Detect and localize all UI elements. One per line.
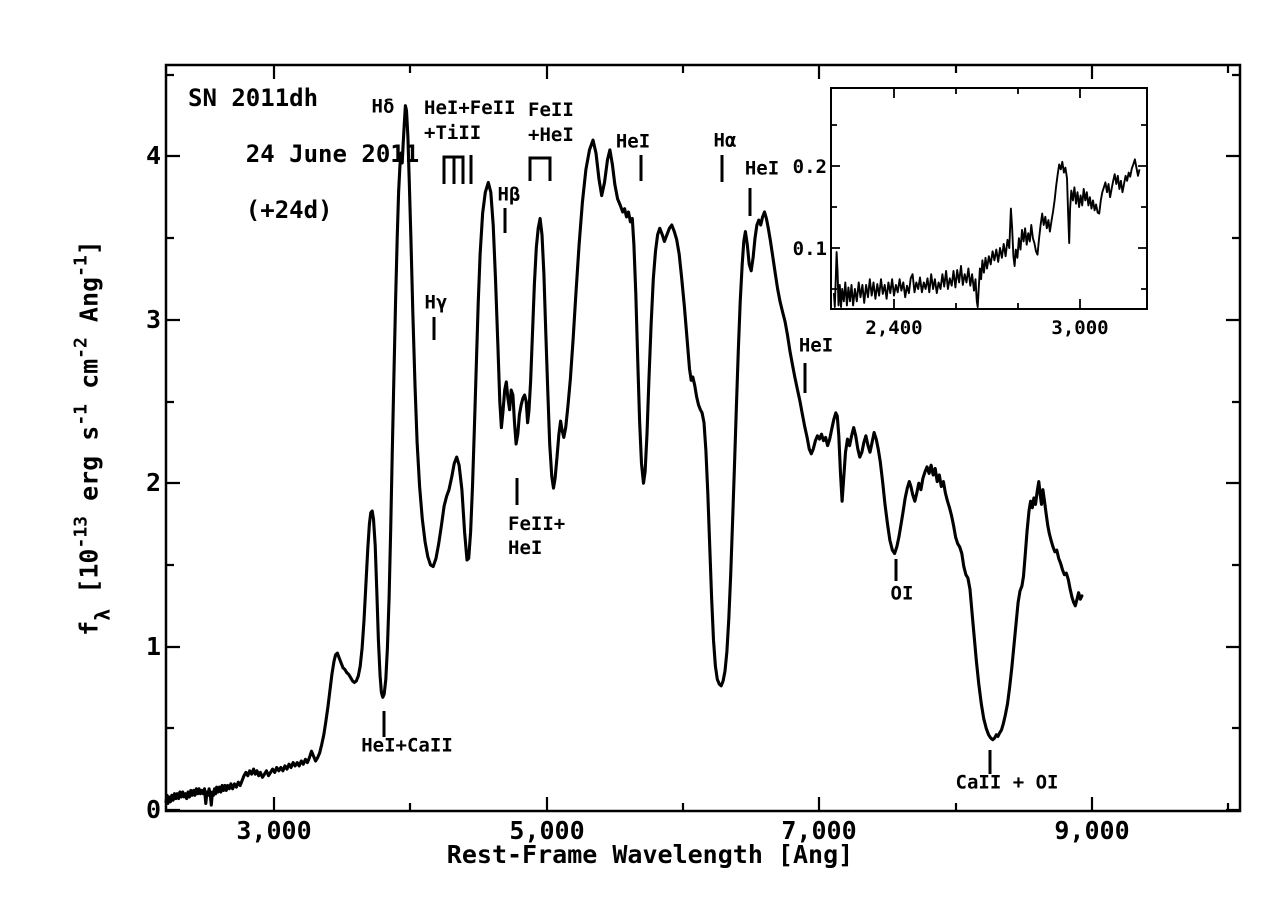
main-spectrum-curve (164, 104, 1084, 807)
y-label-p5: ] (74, 240, 104, 256)
inset-x-tick-label-2400: 2,400 (865, 317, 923, 339)
inset-y-tick-label-02: 0.2 (792, 156, 827, 178)
annotation-hei-feii-line1: HeI+FeII (424, 97, 516, 119)
y-label-p2: erg s (74, 425, 104, 516)
annotation-hei-5700: HeI (615, 130, 651, 153)
inset-y-ticks (831, 124, 1147, 290)
annotation-hei-6600: HeI (744, 157, 780, 180)
x-axis-minor-ticks (408, 65, 1230, 811)
annotation-hei-feii-tiii: HeI+FeII +TiII (424, 96, 516, 146)
annotation-hei-feii-line2: +TiII (424, 122, 482, 144)
annotation-feii-hei-top-line2: +HeI (528, 124, 574, 146)
y-tick-label-4: 4 (145, 141, 161, 170)
annotation-feii-hei-top: FeII +HeI (528, 98, 574, 148)
feature-marker-feii-hei-bracket (528, 156, 552, 181)
title-line1: SN 2011dh (188, 84, 319, 112)
inset-spectrum-curve (832, 158, 1141, 308)
x-tick-label-5000: 5,000 (509, 816, 585, 845)
annotation-feii-hei-mid-line2: HeI (508, 537, 543, 559)
annotation-feii-hei-mid-line1: FeII+ (508, 513, 566, 535)
y-tick-label-2: 2 (145, 468, 161, 497)
annotation-hbeta: Hβ (497, 183, 521, 206)
x-tick-label-9000: 9,000 (1054, 816, 1130, 845)
annotation-oi: OI (890, 582, 914, 605)
y-label-e1: -13 (70, 515, 92, 549)
y-label-e4: -1 (70, 255, 92, 277)
y-tick-label-3: 3 (145, 305, 161, 334)
plot-title: SN 2011dh 24 June 2011 (+24d) (188, 84, 419, 224)
y-label-p3: cm (74, 358, 104, 404)
inset-y-tick-label-01: 0.1 (792, 238, 827, 260)
y-tick-label-0: 0 (145, 795, 161, 824)
x-axis-major-ticks (272, 65, 1094, 811)
y-label-p4: Ang (74, 276, 104, 338)
inset-x-tick-label-3000: 3,000 (1051, 317, 1109, 339)
x-tick-label-7000: 7,000 (781, 816, 857, 845)
main-axes-box (164, 63, 1242, 813)
y-label-f: f (74, 620, 104, 636)
y-axis-minor-ticks (166, 73, 1240, 730)
title-line2: 24 June 2011 (245, 140, 420, 168)
y-label-e2: -1 (70, 403, 92, 426)
inset-x-ticks (893, 88, 1081, 309)
annotation-halpha: Hα (713, 129, 737, 152)
annotation-hei-caii: HeI+CaII (361, 734, 453, 757)
annotation-hgamma: Hγ (424, 291, 448, 314)
annotation-hei-7000: HeI (798, 334, 834, 357)
y-axis-major-ticks (166, 154, 1240, 812)
title-line3: (+24d) (245, 196, 333, 224)
annotation-feii-hei-top-line1: FeII (528, 99, 574, 121)
annotation-hdelta: Hδ (371, 95, 395, 118)
y-label-p1: [10 (74, 548, 104, 609)
y-tick-label-1: 1 (145, 632, 161, 661)
y-label-lambda: λ (90, 608, 115, 621)
feature-marker-hei-feii-tiii-comb (442, 155, 473, 184)
y-axis-label: fλ [10-13 erg s-1 cm-2 Ang-1] (70, 240, 115, 636)
annotation-caii-oi: CaII + OI (955, 771, 1059, 794)
y-label-e3: -2 (70, 337, 92, 359)
inset-axes-box (830, 87, 1148, 310)
x-axis-label: Rest-Frame Wavelength [Ang] (446, 840, 854, 869)
annotation-feii-hei-mid: FeII+ HeI (508, 512, 565, 560)
x-tick-label-3000: 3,000 (236, 816, 312, 845)
